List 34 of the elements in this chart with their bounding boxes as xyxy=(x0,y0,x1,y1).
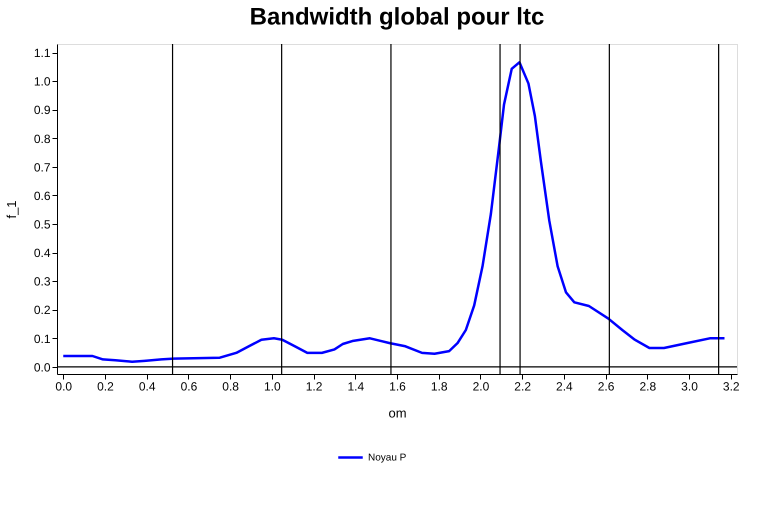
x-tick-label: 0.8 xyxy=(222,380,240,394)
y-tick-label: 0.9 xyxy=(34,103,51,118)
y-tick-label: 0.0 xyxy=(34,360,51,374)
y-tick-label: 0.6 xyxy=(34,188,51,203)
y-tick-label: 0.7 xyxy=(34,160,51,174)
x-tick-label: 2.4 xyxy=(556,380,574,394)
x-tick-label: 0.0 xyxy=(55,380,72,394)
x-tick-label: 1.4 xyxy=(347,380,364,394)
chart-title: Bandwidth global pour ltc xyxy=(250,3,544,30)
x-tick-label: 1.0 xyxy=(264,380,282,394)
x-tick-label: 0.2 xyxy=(97,380,114,394)
x-tick-label: 1.8 xyxy=(430,380,448,394)
x-tick-label: 2.2 xyxy=(514,380,532,394)
x-tick-label: 2.6 xyxy=(598,380,615,394)
x-tick-label: 2.8 xyxy=(639,380,656,394)
x-tick-label: 0.4 xyxy=(138,380,156,394)
x-tick-label: 0.6 xyxy=(180,380,198,394)
x-tick-label: 1.2 xyxy=(306,380,323,394)
y-axis-title: f_1 xyxy=(4,200,19,219)
y-tick-label: 0.4 xyxy=(34,246,51,260)
legend-label: Noyau P xyxy=(368,452,407,464)
y-tick-label: 0.1 xyxy=(34,332,51,346)
x-tick-label: 2.0 xyxy=(472,380,490,394)
x-tick-label: 3.0 xyxy=(681,380,698,394)
line-series xyxy=(62,61,726,363)
y-tick-label: 0.8 xyxy=(34,132,51,146)
x-tick-label: 3.2 xyxy=(722,380,740,394)
y-tick-label: 1.0 xyxy=(34,74,51,89)
y-tick-label: 0.2 xyxy=(34,303,51,318)
x-tick-label: 1.6 xyxy=(389,380,406,394)
y-tick-label: 0.3 xyxy=(34,274,51,289)
y-tick-label: 1.1 xyxy=(34,46,51,60)
x-axis-title: om xyxy=(388,406,407,420)
y-tick-label: 0.5 xyxy=(34,218,51,232)
